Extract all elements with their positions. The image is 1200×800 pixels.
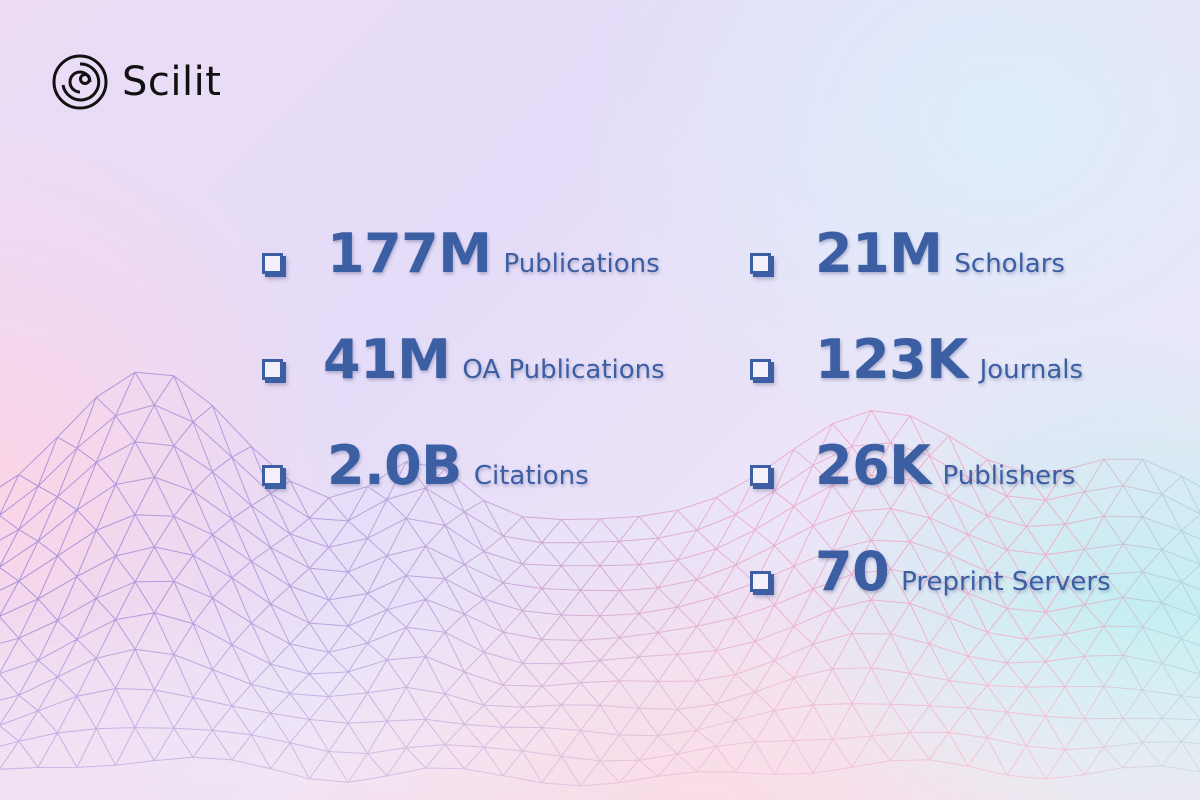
stat-scholars: 21M Scholars xyxy=(750,222,1065,285)
stat-journals: 123K Journals xyxy=(750,328,1083,391)
checkbox-icon xyxy=(750,465,771,486)
checkbox-icon xyxy=(262,359,283,380)
stat-publications: 177M Publications xyxy=(262,222,660,285)
scilit-logo[interactable]: Scilit xyxy=(50,52,221,112)
checkbox-icon xyxy=(262,465,283,486)
stat-value: 41M xyxy=(323,328,451,391)
stat-value: 70 xyxy=(815,540,890,603)
stat-label: OA Publications xyxy=(462,355,665,385)
brand-name: Scilit xyxy=(122,59,222,105)
stat-oa-publications: 41M OA Publications xyxy=(262,328,665,391)
stat-label: Publishers xyxy=(942,461,1076,491)
stat-label: Citations xyxy=(473,461,589,491)
stat-citations: 2.0B Citations xyxy=(262,434,589,497)
scilit-logo-icon xyxy=(52,54,108,110)
checkbox-icon xyxy=(262,253,283,274)
stat-label: Preprint Servers xyxy=(901,567,1111,597)
stat-preprint-servers: 70 Preprint Servers xyxy=(750,540,1111,603)
stat-value: 21M xyxy=(815,222,943,285)
checkbox-icon xyxy=(750,571,771,592)
checkbox-icon xyxy=(750,253,771,274)
stat-value: 177M xyxy=(327,222,492,285)
stat-value: 26K xyxy=(815,434,931,497)
stat-value: 2.0B xyxy=(327,434,462,497)
stat-publishers: 26K Publishers xyxy=(750,434,1075,497)
checkbox-icon xyxy=(750,359,771,380)
stat-value: 123K xyxy=(815,328,968,391)
stat-label: Scholars xyxy=(954,249,1065,279)
stat-label: Publications xyxy=(503,249,660,279)
stat-label: Journals xyxy=(979,355,1084,385)
